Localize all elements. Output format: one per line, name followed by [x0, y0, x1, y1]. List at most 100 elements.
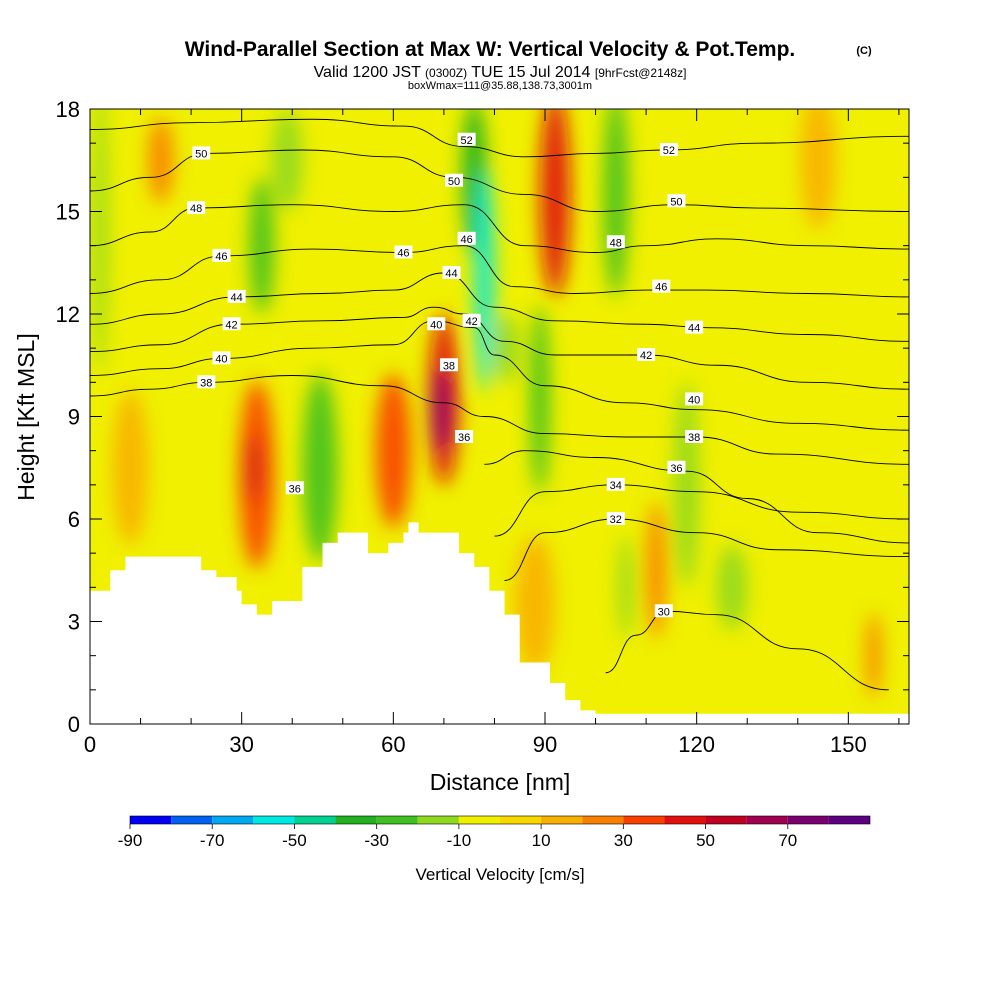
- contour-label: 46: [457, 231, 476, 246]
- subtitle-utc: (0300Z): [425, 66, 467, 80]
- velocity-cell: [112, 390, 149, 545]
- colorbar-label: Vertical Velocity [cm/s]: [415, 865, 584, 884]
- x-tick-label: 90: [533, 732, 557, 757]
- svg-text:38: 38: [443, 360, 455, 372]
- colorbar-tick-label: -30: [364, 831, 389, 850]
- terrain-mask: [90, 522, 909, 724]
- contour-label: 48: [606, 235, 625, 249]
- subtitle-forecast: [9hrFcst@2148z]: [595, 66, 687, 80]
- x-tick-label: 0: [84, 732, 96, 757]
- velocity-cell: [673, 382, 700, 588]
- contour-label: 44: [685, 320, 704, 335]
- contour-label: 46: [652, 279, 671, 294]
- vertical-velocity-field: [92, 109, 882, 699]
- theta-contour-34: [494, 484, 909, 537]
- svg-text:50: 50: [670, 196, 682, 208]
- contour-label: 46: [212, 248, 231, 263]
- contour-label: 44: [442, 266, 461, 280]
- colorbar-swatch: [212, 816, 254, 824]
- theta-contour-32: [504, 518, 909, 581]
- svg-text:36: 36: [458, 432, 470, 444]
- colorbar-swatch: [787, 816, 829, 824]
- contour-label: 52: [457, 132, 476, 147]
- svg-text:46: 46: [461, 234, 473, 246]
- chart-subtitle: Valid 1200 JST (0300Z) TUE 15 Jul 2014 […: [314, 64, 687, 81]
- velocity-cell: [514, 536, 556, 673]
- velocity-cell: [375, 373, 412, 528]
- svg-text:44: 44: [230, 292, 242, 304]
- svg-text:42: 42: [225, 319, 237, 331]
- colorbar-swatch: [705, 816, 747, 824]
- colorbar-swatch: [417, 816, 459, 824]
- colorbar-tick-label: 70: [778, 831, 797, 850]
- x-tick-label: 150: [830, 732, 867, 757]
- contour-label: 30: [654, 604, 673, 618]
- contour-label: 52: [659, 143, 678, 157]
- colorbar-tick-label: -10: [447, 831, 472, 850]
- velocity-cell: [249, 433, 260, 502]
- colorbar-swatch: [253, 816, 295, 824]
- svg-text:40: 40: [688, 394, 700, 406]
- y-tick-label: 3: [68, 610, 80, 635]
- velocity-cell: [603, 109, 629, 297]
- x-tick-label: 30: [229, 732, 253, 757]
- svg-text:32: 32: [610, 514, 622, 526]
- y-axis-label: Height [Kft MSL]: [13, 333, 39, 500]
- svg-text:46: 46: [397, 248, 409, 260]
- colorbar-swatch: [746, 816, 788, 824]
- svg-text:34: 34: [610, 480, 622, 492]
- contour-label: 50: [667, 194, 686, 208]
- contour-label: 36: [455, 430, 474, 444]
- contour-label: 50: [192, 146, 211, 160]
- colorbar-swatch: [582, 816, 624, 824]
- y-tick-label: 0: [68, 712, 80, 737]
- contour-label: 34: [606, 477, 625, 492]
- chart-title-mark: (C): [856, 45, 872, 57]
- x-tick-label: 120: [678, 732, 715, 757]
- colorbar-swatch: [130, 816, 172, 824]
- contour-label: 38: [685, 430, 704, 444]
- contour-label: 40: [212, 351, 231, 365]
- colorbar-tick-label: 10: [532, 831, 551, 850]
- colorbar-swatch: [294, 816, 336, 824]
- contour-label: 46: [394, 245, 413, 260]
- svg-text:48: 48: [610, 237, 622, 249]
- theta-contour-30: [605, 610, 889, 691]
- velocity-cell: [433, 366, 449, 453]
- colorbar-tick-label: 30: [614, 831, 633, 850]
- y-tick-label: 9: [68, 405, 80, 430]
- svg-text:42: 42: [466, 316, 478, 328]
- colorbar-swatch: [664, 816, 706, 824]
- colorbar-swatch: [828, 816, 870, 824]
- colorbar-swatch: [458, 816, 500, 824]
- y-tick-label: 6: [68, 507, 80, 532]
- velocity-cell: [474, 168, 495, 391]
- colorbar-swatch: [623, 816, 665, 824]
- velocity-cell: [92, 109, 108, 374]
- svg-text:40: 40: [430, 319, 442, 331]
- svg-text:44: 44: [688, 323, 700, 335]
- contour-label: 38: [439, 358, 458, 372]
- velocity-cell: [494, 314, 520, 383]
- velocity-cell: [249, 177, 275, 314]
- colorbar-swatch: [500, 816, 542, 824]
- theta-contour-44: [90, 272, 909, 342]
- svg-text:30: 30: [658, 606, 670, 618]
- svg-text:48: 48: [190, 203, 202, 215]
- svg-text:50: 50: [195, 148, 207, 160]
- colorbar-swatch: [541, 816, 583, 824]
- theta-contour-46: [90, 245, 909, 298]
- chart-title: Wind-Parallel Section at Max W: Vertical…: [185, 38, 796, 61]
- colorbar-tick-label: -90: [118, 831, 143, 850]
- svg-text:46: 46: [655, 282, 667, 294]
- svg-text:36: 36: [289, 483, 301, 495]
- colorbar-swatch: [376, 816, 418, 824]
- contour-label: 44: [227, 289, 246, 304]
- svg-text:52: 52: [461, 135, 473, 147]
- velocity-cell: [148, 117, 174, 203]
- colorbar-tick-label: -70: [200, 831, 225, 850]
- velocity-cell: [618, 536, 634, 639]
- contour-label: 42: [462, 313, 481, 328]
